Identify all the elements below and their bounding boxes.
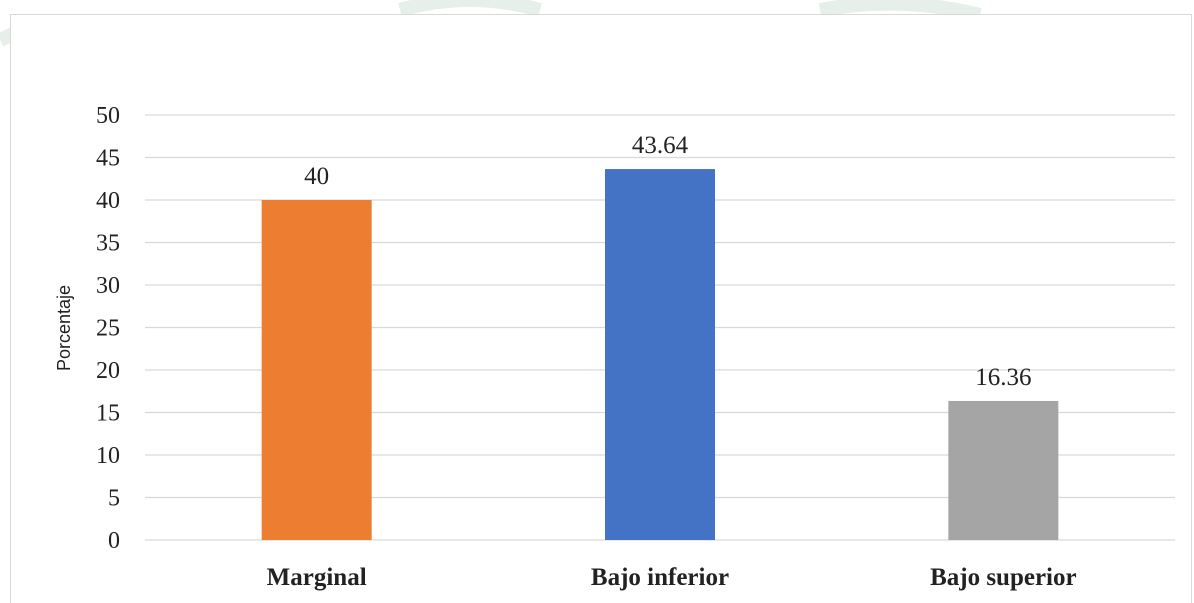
data-label: 40 (304, 163, 329, 190)
bar-marginal (261, 200, 372, 540)
x-category-label: Marginal (267, 564, 367, 591)
y-tick-label: 10 (96, 443, 120, 469)
bars (261, 169, 1059, 540)
data-label: 43.64 (632, 132, 689, 159)
y-tick-labels: 0 5 10 15 20 25 30 35 40 45 50 (96, 103, 120, 554)
bar-bajo-superior (948, 400, 1059, 540)
y-tick-label: 5 (108, 486, 120, 512)
data-labels: 40 43.64 16.36 (304, 132, 1031, 391)
y-tick-label: 35 (96, 231, 120, 257)
data-label: 16.36 (975, 364, 1031, 391)
y-tick-label: 15 (96, 401, 120, 427)
bar-bajo-inferior (605, 169, 715, 540)
y-tick-label: 20 (96, 358, 120, 384)
x-category-label: Bajo superior (930, 564, 1077, 591)
y-axis-title: Porcentaje (54, 285, 74, 371)
y-tick-label: 40 (96, 188, 120, 214)
y-tick-label: 0 (108, 528, 120, 554)
y-tick-label: 25 (96, 316, 120, 342)
y-tick-label: 50 (96, 103, 120, 129)
y-tick-label: 45 (96, 146, 120, 172)
x-category-labels: Marginal Bajo inferior Bajo superior (267, 564, 1077, 591)
y-tick-label: 30 (96, 273, 120, 299)
x-category-label: Bajo inferior (591, 564, 729, 591)
